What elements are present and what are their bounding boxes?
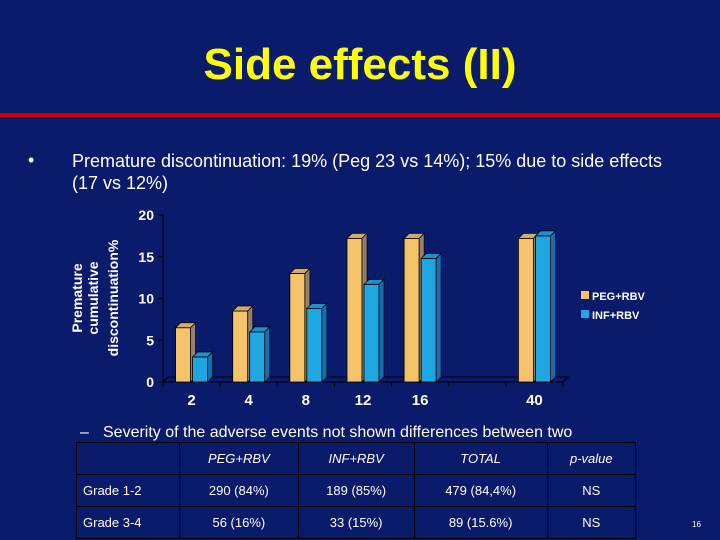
bullet-marker: •: [28, 150, 35, 170]
table-cell: Grade 1-2: [76, 474, 180, 507]
bar-peg-rbv: [518, 237, 534, 383]
bar-inf-rbv: [420, 258, 437, 383]
bar-peg-rbv: [346, 237, 363, 383]
table-cell: 189 (85%): [297, 474, 415, 507]
table-cell: 56 (16%): [179, 506, 299, 539]
table-header-cell: TOTAL: [413, 442, 548, 475]
bar-inf-rbv-side: [207, 350, 213, 383]
bar-peg-rbv: [403, 237, 420, 383]
table-header-cell: PEG+RBV: [179, 442, 299, 475]
table-header-cell: INF+RBV: [297, 442, 415, 475]
bar-inf-rbv: [363, 283, 380, 383]
legend-label: INF+RBV: [592, 310, 640, 322]
table-cell: Grade 3-4: [76, 506, 180, 539]
table-row: Grade 1-2 290 (84%) 189 (85%) 479 (84,4%…: [76, 474, 637, 507]
y-tick-label: 10: [138, 291, 154, 307]
bar-inf-rbv: [306, 308, 323, 383]
bar-inf-rbv: [249, 331, 266, 383]
bar-inf-rbv-side: [378, 278, 385, 383]
legend-swatch: [581, 291, 589, 299]
y-tick-label: 20: [138, 207, 154, 223]
table-header-row: PEG+RBV INF+RBV TOTAL p-value: [76, 442, 637, 475]
x-tick-label: 4: [245, 392, 254, 409]
bar-peg-rbv: [289, 273, 306, 383]
bar-chart: 0 5 10 15 20 Premature cumulative discontinuati…: [69, 207, 646, 409]
x-tick-label: 8: [302, 392, 310, 409]
table-header-cell: p-value: [546, 442, 637, 475]
legend-swatch: [581, 310, 589, 318]
legend-label: PEG+RBV: [592, 291, 646, 303]
results-table: PEG+RBV INF+RBV TOTAL p-value Grade 1-2 …: [76, 442, 637, 539]
title-divider: [0, 113, 720, 117]
y-axis-label: discontinuation%: [105, 239, 121, 356]
x-tick-label: 16: [412, 392, 429, 409]
page-number: 16: [692, 520, 701, 529]
table-cell: 290 (84%): [179, 474, 299, 507]
x-tick-label: 40: [526, 392, 543, 409]
table-cell: 33 (15%): [297, 506, 415, 539]
bar-peg-rbv: [232, 310, 249, 383]
slide-title: Side effects (II): [203, 40, 517, 89]
bar-inf-rbv-side: [264, 325, 271, 383]
x-tick-label: 12: [355, 392, 372, 409]
y-tick-label: 0: [146, 374, 154, 390]
table-cell: 479 (84,4%): [413, 474, 548, 507]
sub-bullet-dash: –: [80, 424, 89, 441]
table-cell: NS: [546, 506, 637, 539]
bullet-text: Premature discontinuation: 19% (Peg 23 v…: [72, 151, 663, 193]
y-axis-label: cumulative: [85, 261, 101, 334]
bar-inf-rbv-side: [321, 302, 328, 383]
bar-inf-rbv-side: [435, 252, 442, 383]
table-cell: 89 (15.6%): [413, 506, 548, 539]
bar-inf-rbv: [192, 356, 208, 383]
bar-peg-rbv: [175, 327, 191, 383]
sub-bullet-text: Severity of the adverse events not shown…: [103, 424, 573, 441]
y-axis-label: Premature: [69, 263, 85, 332]
table-cell: NS: [546, 474, 637, 507]
x-tick-label: 2: [187, 392, 195, 409]
y-tick-label: 5: [146, 332, 154, 348]
bar-inf-rbv: [535, 235, 551, 383]
table-row: Grade 3-4 56 (16%) 33 (15%) 89 (15.6%) N…: [76, 506, 637, 539]
table-header-cell: [76, 442, 180, 475]
bar-inf-rbv-side: [550, 229, 556, 383]
y-tick-label: 15: [138, 249, 154, 265]
